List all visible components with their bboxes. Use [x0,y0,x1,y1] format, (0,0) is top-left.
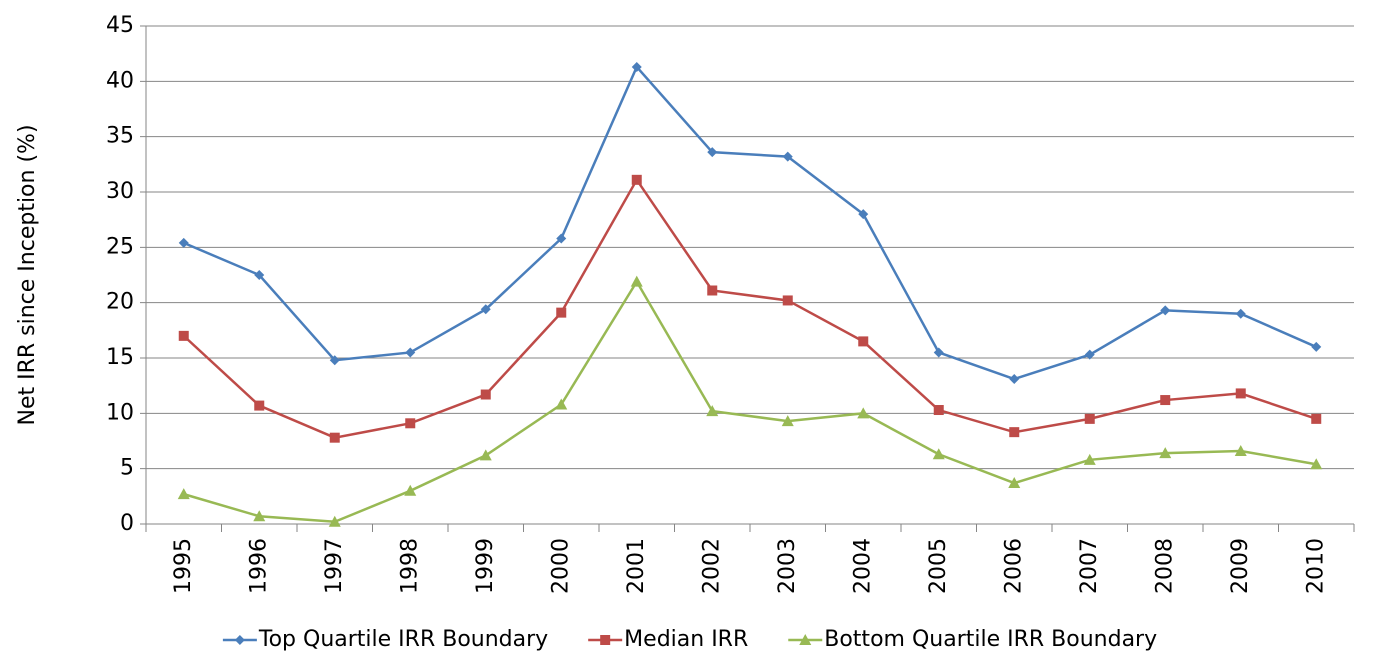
x-tick-label: 2003 [775,538,800,594]
x-tick-label: 2005 [926,538,951,594]
marker [858,336,869,347]
x-tick-label: 2001 [624,538,649,594]
marker [782,295,793,306]
legend-symbol [600,635,611,645]
marker [556,233,567,244]
marker [254,270,265,280]
marker [405,418,416,429]
marker [329,432,340,443]
marker [556,307,567,318]
marker [707,285,718,296]
marker [480,304,491,315]
series-line [182,177,1317,439]
marker [782,151,793,162]
x-tick-label: 2009 [1228,538,1253,594]
marker [1235,308,1246,319]
marker [1310,458,1323,470]
marker [781,415,794,427]
y-tick-label: 30 [106,179,134,204]
y-tick-label: 15 [106,345,134,370]
marker [1009,427,1020,438]
x-tick-label: 2002 [699,538,724,594]
series-line [183,279,1317,524]
legend-marker [600,635,611,645]
x-tick-label: 1997 [322,538,347,594]
marker [178,237,189,248]
marker [933,347,944,358]
x-tick-label: 1998 [397,538,422,594]
legend: Top Quartile IRR Boundary Median IRR Botto… [222,627,1157,652]
y-tick-label: 20 [106,290,134,315]
marker [857,407,870,419]
legend-symbol [234,635,245,645]
marker [479,449,492,461]
marker [1083,453,1096,465]
marker [178,330,189,341]
marker [329,355,340,366]
series-line [183,64,1317,381]
marker [932,448,945,460]
marker [1160,305,1171,316]
marker [631,174,642,185]
marker [933,405,944,416]
marker [1008,477,1021,489]
marker [404,484,417,496]
marker [1084,413,1095,424]
marker [254,400,265,411]
marker [1235,388,1246,399]
y-axis-label: Net IRR since Inception (%) [15,124,40,425]
marker [858,209,869,220]
legend-label: Median IRR [624,627,748,652]
y-tick-label: 40 [106,68,134,93]
x-tick-label: 2004 [850,538,875,594]
legend-label: Top Quartile IRR Boundary [258,627,548,652]
marker [480,389,491,400]
legend-marker [234,635,245,645]
marker [1311,341,1322,352]
x-tick-label: 1999 [473,538,498,594]
x-tick-label: 2000 [548,538,573,594]
marker [1234,444,1247,456]
legend-marker [799,634,812,645]
y-tick-label: 10 [106,400,134,425]
marker [707,147,718,158]
y-tick-label: 25 [106,234,134,259]
x-tick-label: 1995 [171,538,196,594]
marker [706,405,719,417]
marker [1009,374,1020,385]
marker [177,488,190,500]
y-tick-label: 45 [106,13,134,38]
y-tick-label: 5 [120,456,134,481]
marker [405,347,416,358]
legend-label: Bottom Quartile IRR Boundary [824,627,1157,652]
marker [1159,447,1172,459]
y-tick-label: 0 [120,511,134,536]
x-tick-label: 1996 [246,538,271,594]
marker [1084,349,1095,360]
x-tick-label: 2008 [1152,538,1177,594]
marker [555,398,568,410]
marker [631,61,642,72]
marker [1160,395,1171,406]
marker [253,510,266,522]
marker [630,275,643,287]
legend-symbol [799,634,812,645]
x-tick-label: 2006 [1001,538,1026,594]
x-tick-label: 2010 [1303,538,1328,594]
marker [1311,413,1322,424]
marker [328,515,341,527]
y-tick-label: 35 [106,124,134,149]
x-tick-label: 2007 [1077,538,1102,594]
